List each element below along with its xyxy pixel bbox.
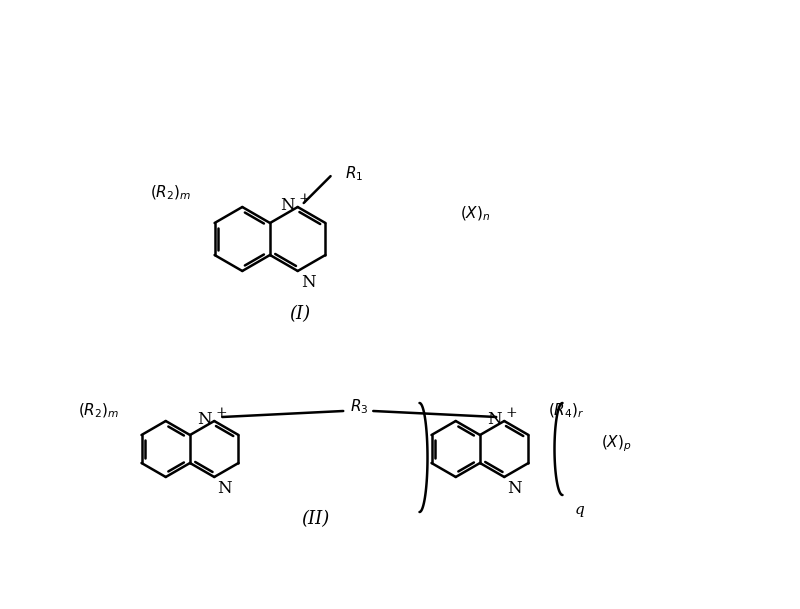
Text: $(R_2)_m$: $(R_2)_m$ — [150, 183, 191, 202]
Text: N: N — [198, 410, 212, 428]
Text: (I): (I) — [290, 305, 310, 323]
Text: N: N — [218, 480, 232, 497]
Text: (II): (II) — [301, 510, 329, 528]
Text: +: + — [299, 192, 310, 206]
Text: $(R_2)_m$: $(R_2)_m$ — [78, 401, 119, 420]
Text: q: q — [574, 503, 584, 517]
Text: $(X)_p$: $(X)_p$ — [602, 434, 632, 454]
Text: N: N — [280, 197, 294, 214]
Text: N: N — [488, 410, 502, 428]
Text: $R_3$: $R_3$ — [350, 398, 369, 417]
Text: $R_1$: $R_1$ — [345, 165, 363, 183]
Text: +: + — [215, 406, 227, 420]
Text: $(R_4)_r$: $(R_4)_r$ — [549, 401, 586, 420]
Text: $(X)_n$: $(X)_n$ — [460, 205, 490, 224]
Text: N: N — [507, 480, 522, 497]
Text: N: N — [301, 274, 315, 291]
Text: +: + — [506, 406, 517, 420]
